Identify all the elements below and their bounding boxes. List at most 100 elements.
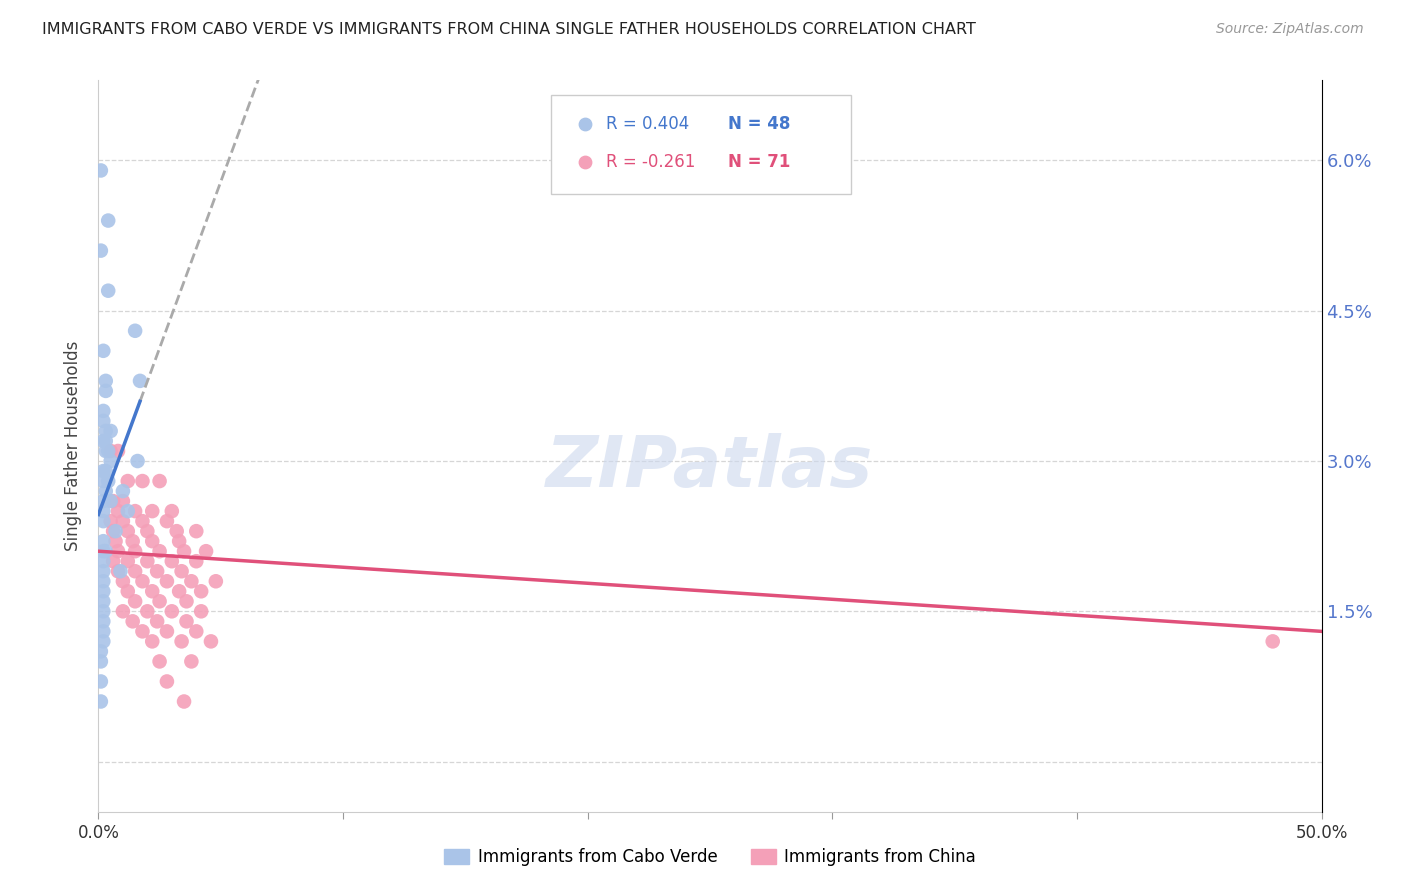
Point bbox=[131, 474, 153, 488]
Point bbox=[117, 474, 139, 488]
Point bbox=[160, 604, 183, 618]
Text: N = 48: N = 48 bbox=[728, 115, 790, 133]
Point bbox=[160, 504, 183, 518]
Point bbox=[127, 454, 149, 468]
Point bbox=[91, 504, 114, 518]
Text: Source: ZipAtlas.com: Source: ZipAtlas.com bbox=[1216, 22, 1364, 37]
Point bbox=[167, 534, 190, 549]
Point bbox=[129, 374, 152, 388]
Point bbox=[180, 655, 202, 669]
Point bbox=[94, 484, 117, 499]
Point bbox=[149, 594, 172, 608]
Point bbox=[91, 584, 114, 599]
Point bbox=[149, 544, 172, 558]
Point bbox=[156, 574, 179, 589]
Point bbox=[91, 594, 114, 608]
Legend: Immigrants from Cabo Verde, Immigrants from China: Immigrants from Cabo Verde, Immigrants f… bbox=[437, 841, 983, 873]
Point bbox=[90, 674, 112, 689]
Point bbox=[124, 504, 146, 518]
Y-axis label: Single Father Households: Single Father Households bbox=[65, 341, 83, 551]
Point bbox=[100, 454, 122, 468]
Point bbox=[111, 604, 134, 618]
Point bbox=[136, 554, 159, 568]
Point bbox=[146, 564, 169, 578]
Point bbox=[110, 564, 132, 578]
Point bbox=[94, 464, 117, 478]
Point bbox=[91, 554, 114, 568]
Point bbox=[104, 524, 127, 538]
Point bbox=[176, 594, 198, 608]
Point bbox=[97, 444, 120, 458]
Point bbox=[91, 474, 114, 488]
Point bbox=[121, 615, 143, 629]
Text: ZIPatlas: ZIPatlas bbox=[547, 434, 873, 502]
Point bbox=[94, 434, 117, 448]
Point bbox=[91, 564, 114, 578]
Point bbox=[131, 624, 153, 639]
Point bbox=[186, 554, 208, 568]
Point bbox=[205, 574, 228, 589]
Point bbox=[124, 544, 146, 558]
Point bbox=[131, 574, 153, 589]
Point bbox=[180, 574, 202, 589]
Point bbox=[141, 634, 163, 648]
Text: R = 0.404: R = 0.404 bbox=[606, 115, 689, 133]
Point bbox=[124, 324, 146, 338]
Point bbox=[136, 604, 159, 618]
Point bbox=[91, 514, 114, 528]
Point bbox=[111, 484, 134, 499]
Point bbox=[141, 584, 163, 599]
Point bbox=[101, 494, 124, 508]
Text: R = -0.261: R = -0.261 bbox=[606, 153, 696, 171]
Point bbox=[141, 504, 163, 518]
Point bbox=[91, 343, 114, 358]
Point bbox=[94, 444, 117, 458]
Point bbox=[160, 554, 183, 568]
Point bbox=[94, 384, 117, 398]
Point bbox=[200, 634, 222, 648]
Point bbox=[107, 504, 129, 518]
Point bbox=[91, 544, 114, 558]
Point bbox=[91, 414, 114, 428]
Point bbox=[94, 374, 117, 388]
Point bbox=[111, 574, 134, 589]
Point bbox=[90, 244, 112, 258]
Text: N = 71: N = 71 bbox=[728, 153, 790, 171]
Point bbox=[136, 524, 159, 538]
Point bbox=[149, 474, 172, 488]
Point bbox=[101, 554, 124, 568]
Point bbox=[190, 604, 212, 618]
Point bbox=[91, 634, 114, 648]
Point bbox=[176, 615, 198, 629]
Point bbox=[170, 564, 193, 578]
Point bbox=[1261, 634, 1284, 648]
Point bbox=[190, 584, 212, 599]
Point bbox=[117, 504, 139, 518]
Point bbox=[100, 424, 122, 438]
Point bbox=[146, 615, 169, 629]
Point bbox=[100, 444, 122, 458]
Point bbox=[91, 574, 114, 589]
Point bbox=[107, 444, 129, 458]
Point bbox=[117, 524, 139, 538]
Point bbox=[90, 644, 112, 658]
Point bbox=[91, 464, 114, 478]
Point bbox=[104, 534, 127, 549]
Point bbox=[156, 624, 179, 639]
Point bbox=[91, 534, 114, 549]
Point bbox=[97, 213, 120, 227]
Point bbox=[170, 634, 193, 648]
Point bbox=[91, 615, 114, 629]
Point bbox=[111, 494, 134, 508]
Point bbox=[91, 404, 114, 418]
Point bbox=[107, 564, 129, 578]
Point bbox=[124, 594, 146, 608]
Point bbox=[141, 534, 163, 549]
Point bbox=[117, 554, 139, 568]
Point bbox=[101, 524, 124, 538]
Point bbox=[90, 655, 112, 669]
Point bbox=[97, 284, 120, 298]
Point bbox=[195, 544, 218, 558]
Point bbox=[124, 564, 146, 578]
Point bbox=[186, 524, 208, 538]
